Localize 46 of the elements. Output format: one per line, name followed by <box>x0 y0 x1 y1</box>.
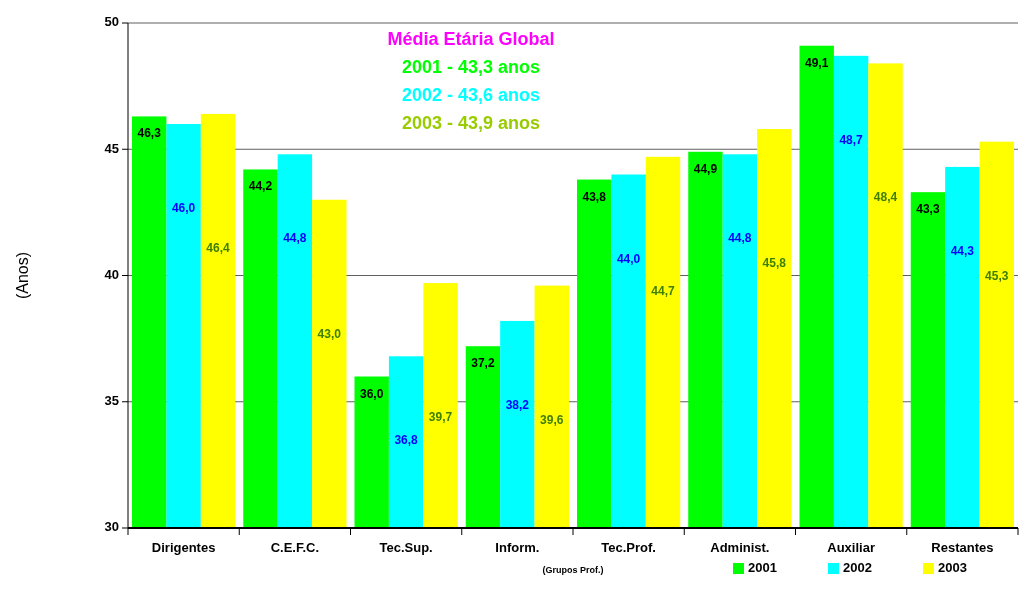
data-label: 44,7 <box>651 284 676 298</box>
data-label: 43,0 <box>317 326 342 341</box>
data-label: 44,8 <box>728 231 752 246</box>
data-label: 38,2 <box>505 398 530 413</box>
data-label: 44,8 <box>283 231 307 246</box>
data-label: 44,2 <box>248 179 273 194</box>
data-label: 44,9 <box>693 161 718 176</box>
annotation: 2002 - 43,6 anos <box>401 85 541 105</box>
data-label: 45,3 <box>985 268 1009 283</box>
x-tick-label: Restantes <box>931 540 994 555</box>
chart-title: Média Etária Global <box>387 29 555 49</box>
y-tick-label: 50 <box>104 14 119 30</box>
data-label: 49,1 <box>805 55 829 70</box>
legend-label: 2003 <box>938 560 967 576</box>
annotation: 2001 - 43,3 anos <box>401 57 541 77</box>
data-label: 44,0 <box>616 251 641 266</box>
x-tick-label: Inform. <box>495 540 540 555</box>
data-label: 46,4 <box>206 241 231 256</box>
data-label: 39,7 <box>428 410 453 425</box>
y-tick-label: 30 <box>104 519 119 535</box>
x-tick-label: C.E.F.C. <box>270 540 320 555</box>
data-label: 37,2 <box>471 356 495 371</box>
data-label: 43,3 <box>916 202 940 217</box>
y-tick-label: 45 <box>104 140 119 156</box>
x-tick-label: Auxiliar <box>827 540 875 555</box>
x-axis-title: (Grupos Prof.) <box>542 565 604 575</box>
data-label: 48,7 <box>839 133 864 147</box>
data-label: 43,8 <box>582 189 607 204</box>
data-label: 39,6 <box>540 412 564 427</box>
y-axis-title: (Anos) <box>14 251 32 300</box>
legend-label: 2001 <box>748 560 777 576</box>
data-label: 46,0 <box>171 201 196 216</box>
y-tick-label: 40 <box>104 266 119 282</box>
data-label: 46,3 <box>137 126 162 141</box>
data-label: 48,4 <box>873 190 898 205</box>
data-label: 44,3 <box>950 244 975 259</box>
x-tick-label: Dirigentes <box>151 540 216 555</box>
data-label: 36,0 <box>360 386 384 401</box>
legend-label: 2002 <box>843 560 872 576</box>
x-tick-label: Tec.Prof. <box>601 540 656 555</box>
x-tick-label: Administ. <box>710 540 770 555</box>
data-label: 36,8 <box>394 433 419 448</box>
y-tick-label: 35 <box>104 393 119 409</box>
annotation: 2003 - 43,9 anos <box>401 113 541 133</box>
data-label: 45,8 <box>762 256 787 271</box>
x-tick-label: Tec.Sup. <box>379 540 433 555</box>
